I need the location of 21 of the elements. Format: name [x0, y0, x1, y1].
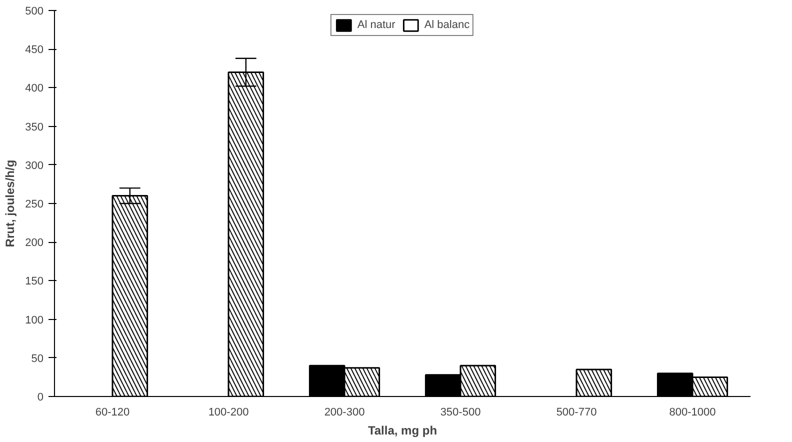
x-tick-label: 800-1000 [669, 406, 716, 418]
x-axis-title: Talla, mg ph [368, 424, 438, 438]
y-tick-label: 100 [25, 314, 44, 326]
y-tick-label: 450 [25, 44, 44, 56]
y-tick-label: 350 [25, 121, 44, 134]
y-tick-label: 50 [31, 352, 44, 365]
y-tick-label: 150 [25, 276, 44, 288]
y-tick-label: 0 [37, 392, 44, 404]
y-tick-label: 500 [25, 6, 44, 18]
x-tick-label: 200-300 [324, 406, 365, 418]
x-tick-label: 100-200 [208, 406, 249, 418]
x-tick-label: 500-770 [556, 406, 597, 418]
y-tick-label: 200 [25, 237, 44, 250]
y-tick-label: 400 [25, 82, 44, 95]
x-tick-label: 350-500 [440, 406, 481, 418]
legend-label: Al natur [357, 19, 396, 31]
y-axis-title: Rrut, joules/h/g [3, 160, 18, 248]
x-tick-label: 60-120 [95, 406, 130, 418]
legend-label: Al balanc [424, 19, 470, 31]
y-tick-label: 300 [25, 160, 44, 172]
y-tick-label: 250 [25, 198, 44, 210]
